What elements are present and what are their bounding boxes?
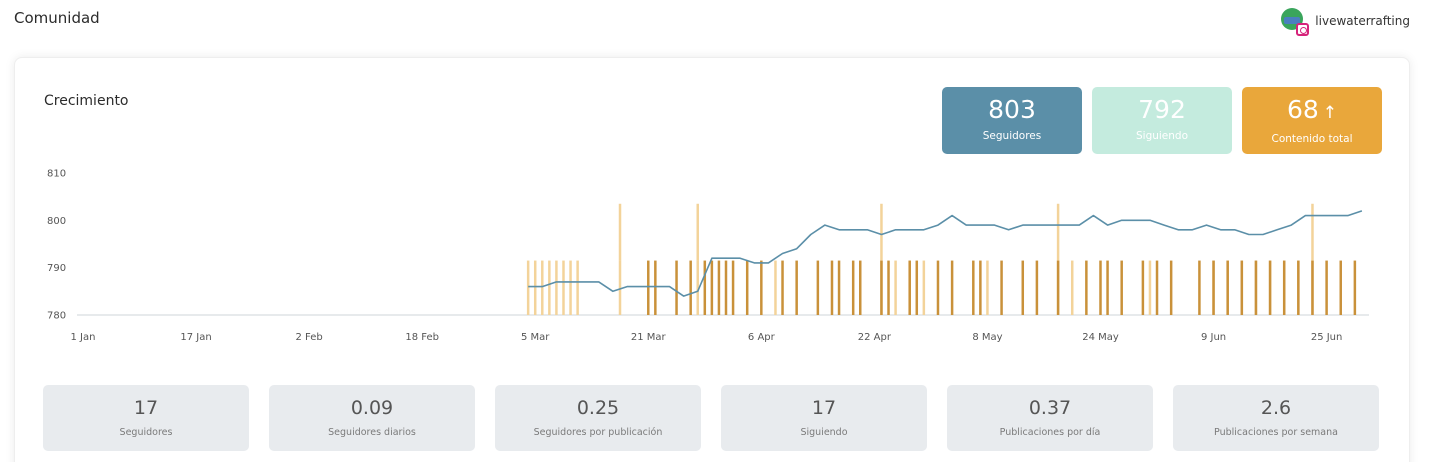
- followers-value: 803: [988, 95, 1036, 124]
- stat-value: 2.6: [1260, 397, 1292, 419]
- x-tick-label: 9 Jun: [1201, 332, 1226, 343]
- content-kpi[interactable]: 68 ↑ Contenido total: [1242, 87, 1382, 154]
- page-title: Comunidad: [14, 9, 100, 27]
- followers-kpi[interactable]: 803 Seguidores: [942, 87, 1082, 154]
- stat-label: Seguidores: [119, 427, 173, 438]
- stat-value: 17: [133, 397, 159, 419]
- y-tick-label: 780: [47, 311, 66, 322]
- stat-following: 17 Siguiendo: [721, 385, 927, 451]
- followers-label: Seguidores: [982, 130, 1042, 142]
- arrow-up-icon: ↑: [1322, 103, 1338, 123]
- stat-value: 0.09: [350, 397, 394, 419]
- stat-value: 0.25: [576, 397, 620, 419]
- following-kpi[interactable]: 792 Siguiendo: [1092, 87, 1232, 154]
- followers-line: [528, 210, 1363, 297]
- x-tick-label: 8 May: [972, 332, 1002, 343]
- y-tick-label: 810: [47, 169, 66, 180]
- stat-followers: 17 Seguidores: [43, 385, 249, 451]
- avatar: [1281, 8, 1310, 36]
- x-tick-label: 18 Feb: [405, 332, 439, 343]
- account-selector[interactable]: livewaterrafting: [1281, 8, 1410, 36]
- stat-value: 0.37: [1028, 397, 1072, 419]
- stat-posts-per-week: 2.6 Publicaciones por semana: [1173, 385, 1379, 451]
- content-label: Contenido total: [1271, 133, 1353, 145]
- stat-label: Siguiendo: [800, 427, 848, 438]
- stat-posts-per-day: 0.37 Publicaciones por día: [947, 385, 1153, 451]
- y-tick-label: 790: [47, 263, 66, 274]
- stat-label: Seguidores por publicación: [533, 427, 663, 438]
- following-label: Siguiendo: [1135, 130, 1189, 142]
- stat-label: Publicaciones por semana: [1214, 427, 1338, 438]
- following-value: 792: [1138, 95, 1186, 124]
- card-title: Crecimiento: [44, 93, 129, 109]
- x-tick-label: 22 Apr: [858, 332, 892, 343]
- stat-value: 17: [811, 397, 837, 419]
- x-tick-label: 24 May: [1082, 332, 1119, 343]
- x-tick-label: 25 Jun: [1311, 332, 1343, 343]
- growth-chart: 780 790 800 810 1 Jan 17 Jan 2 Feb 18 Feb 5 Mar 2…: [47, 169, 1369, 343]
- instagram-icon: [1296, 23, 1310, 36]
- content-value: 68: [1286, 95, 1319, 124]
- x-tick-label: 17 Jan: [180, 332, 211, 343]
- stat-daily-followers: 0.09 Seguidores diarios: [269, 385, 475, 451]
- x-tick-label: 21 Mar: [631, 332, 667, 343]
- y-tick-label: 800: [47, 216, 66, 227]
- x-tick-label: 6 Apr: [748, 332, 776, 343]
- stat-label: Seguidores diarios: [328, 427, 416, 438]
- x-tick-label: 5 Mar: [521, 332, 550, 343]
- stat-followers-per-post: 0.25 Seguidores por publicación: [495, 385, 701, 451]
- account-name: livewaterrafting: [1315, 14, 1410, 28]
- x-tick-label: 2 Feb: [295, 332, 322, 343]
- x-tick-label: 1 Jan: [71, 332, 96, 343]
- stat-label: Publicaciones por día: [999, 427, 1101, 438]
